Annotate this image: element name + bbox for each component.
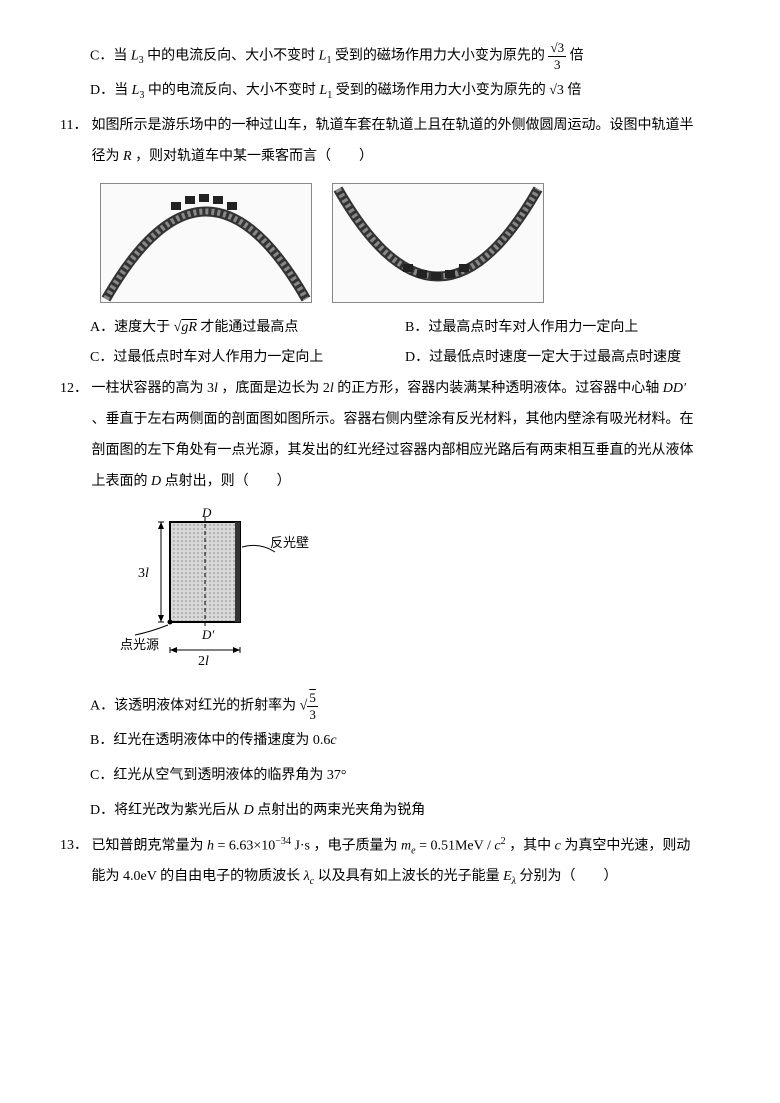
var-D: D — [244, 803, 254, 818]
question-number: 11． — [60, 111, 88, 142]
text: 分别为（ ） — [516, 869, 618, 884]
question-12: 12． 一柱状容器的高为 3l ，底面是边长为 2l 的正方形，容器内装满某种透… — [60, 374, 720, 497]
text: ，底面是边长为 2 — [218, 381, 330, 396]
text: 中的电流反向、大小不变时 — [144, 83, 319, 98]
q11-option-c: C．过最低点时车对人作用力一定向上 — [90, 343, 405, 374]
text: = 6.63×10 — [214, 838, 275, 853]
question-stem: 一柱状容器的高为 3l ，底面是边长为 2l 的正方形，容器内装满某种透明液体。… — [92, 374, 702, 497]
question-number: 12． — [60, 374, 88, 405]
text: 中的电流反向、大小不变时 — [144, 48, 319, 63]
label-point-source: 点光源 — [120, 637, 159, 652]
q12-option-c: C．红光从空气到透明液体的临界角为 37° — [90, 761, 720, 792]
q10-option-c: C．当 L3 中的电流反向、大小不变时 L1 受到的磁场作用力大小变为原先的 √… — [90, 40, 720, 72]
question-11: 11． 如图所示是游乐场中的一种过山车，轨道车套在轨道上且在轨道的外侧做圆周运动… — [60, 111, 720, 173]
text: 以及具有如上波长的光子能量 — [314, 869, 503, 884]
q11-option-a: A．速度大于 √gR 才能通过最高点 — [90, 313, 405, 344]
label-Dprime: D′ — [201, 627, 214, 642]
q11-options-cd: C．过最低点时车对人作用力一定向上 D．过最低点时速度一定大于过最高点时速度 — [90, 343, 720, 374]
question-number: 13． — [60, 831, 88, 862]
text: 一柱状容器的高为 3 — [92, 381, 215, 396]
q11-options-ab: A．速度大于 √gR 才能通过最高点 B．过最高点时车对人作用力一定向上 — [90, 313, 720, 344]
text: 受到的磁场作用力大小变为原先的 — [332, 83, 549, 98]
fraction: 53 — [307, 690, 318, 722]
var-DD: DD′ — [663, 381, 686, 396]
text: A．速度大于 — [90, 320, 174, 335]
q11-figure-concave — [332, 183, 544, 303]
label-3l: 3l — [138, 566, 149, 581]
numerator: √3 — [548, 40, 566, 57]
text: 的正方形，容器内装满某种透明液体。过容器中心轴 — [334, 381, 663, 396]
denominator: 3 — [548, 57, 566, 73]
container-diagram-icon: D D′ 3l 2l 反光壁 点光源 — [120, 507, 320, 667]
text: C．当 — [90, 48, 131, 63]
text: A．该透明液体对红光的折射率为 — [90, 698, 300, 713]
q11-figure-convex — [100, 183, 312, 303]
text: 受到的磁场作用力大小变为原先的 — [331, 48, 548, 63]
sqrt-gR: √gR — [174, 320, 197, 335]
label-D: D — [201, 507, 212, 520]
numerator: 5 — [307, 690, 318, 707]
var-c: c — [330, 733, 336, 748]
rollercoaster-concave-icon — [333, 184, 543, 302]
text: 点射出，则（ ） — [161, 474, 291, 489]
q12-option-d: D．将红光改为紫光后从 D 点射出的两束光夹角为锐角 — [90, 796, 720, 827]
text: 倍 — [564, 83, 582, 98]
text: 倍 — [566, 48, 584, 63]
question-stem: 已知普朗克常量为 h = 6.63×10−34 J·s ，电子质量为 me = … — [92, 831, 702, 893]
q11-option-b: B．过最高点时车对人作用力一定向上 — [405, 313, 720, 344]
text: 已知普朗克常量为 — [92, 838, 208, 853]
q11-figures — [100, 183, 720, 303]
question-13: 13． 已知普朗克常量为 h = 6.63×10−34 J·s ，电子质量为 m… — [60, 831, 720, 893]
q12-option-a: A．该透明液体对红光的折射率为 √53 — [90, 690, 720, 722]
text: 才能通过最高点 — [197, 320, 299, 335]
fraction: √33 — [548, 40, 566, 72]
text: J·s ，电子质量为 — [291, 838, 401, 853]
sqrt3: √3 — [549, 83, 564, 98]
exp: −34 — [275, 836, 291, 847]
label-2l: 2l — [198, 654, 209, 667]
var-E: E — [503, 869, 512, 884]
sqrt-5-3: √ — [300, 698, 308, 713]
question-stem: 如图所示是游乐场中的一种过山车，轨道车套在轨道上且在轨道的外侧做圆周运动。设图中… — [92, 111, 702, 173]
var-D: D — [151, 474, 161, 489]
rollercoaster-convex-icon — [101, 184, 311, 302]
q10-option-d: D．当 L3 中的电流反向、大小不变时 L1 受到的磁场作用力大小变为原先的 √… — [90, 76, 720, 107]
text: ，则对轨道车中某一乘客而言（ ） — [132, 149, 374, 164]
var-L: L — [131, 48, 139, 63]
var-h: h — [207, 838, 214, 853]
text: D．将红光改为紫光后从 — [90, 803, 244, 818]
q12-option-b: B．红光在透明液体中的传播速度为 0.6c — [90, 726, 720, 757]
text: ，其中 — [506, 838, 555, 853]
text: B．红光在透明液体中的传播速度为 0.6 — [90, 733, 330, 748]
text: = 0.51MeV / — [416, 838, 495, 853]
var-m: m — [401, 838, 411, 853]
text: 点射出的两束光夹角为锐角 — [254, 803, 426, 818]
var-R: R — [123, 149, 132, 164]
denominator: 3 — [307, 707, 318, 723]
label-reflect-wall: 反光壁 — [270, 535, 309, 550]
q12-diagram: D D′ 3l 2l 反光壁 点光源 — [120, 507, 720, 680]
q11-option-d: D．过最低点时速度一定大于过最高点时速度 — [405, 343, 720, 374]
text: D．当 — [90, 83, 132, 98]
